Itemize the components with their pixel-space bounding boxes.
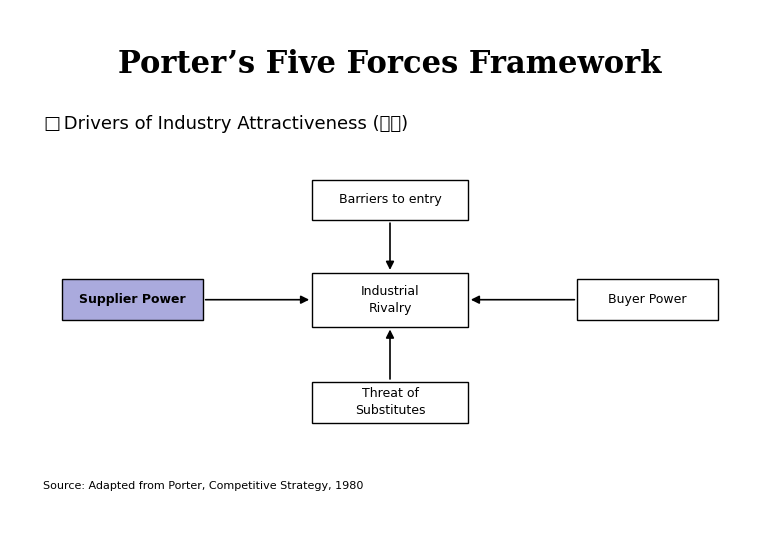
- Text: Drivers of Industry Attractiveness (계속): Drivers of Industry Attractiveness (계속): [58, 115, 409, 133]
- Text: Supplier Power: Supplier Power: [80, 293, 186, 306]
- FancyBboxPatch shape: [577, 280, 718, 320]
- Text: Industrial
Rivalry: Industrial Rivalry: [360, 285, 420, 315]
- FancyBboxPatch shape: [62, 280, 203, 320]
- Text: Barriers to entry: Barriers to entry: [339, 193, 441, 206]
- FancyBboxPatch shape: [312, 382, 468, 422]
- FancyBboxPatch shape: [312, 179, 468, 220]
- Text: Porter’s Five Forces Framework: Porter’s Five Forces Framework: [119, 49, 661, 80]
- Text: □: □: [43, 115, 60, 133]
- Text: Threat of
Substitutes: Threat of Substitutes: [355, 387, 425, 417]
- Text: Source: Adapted from Porter, Competitive Strategy, 1980: Source: Adapted from Porter, Competitive…: [43, 481, 363, 491]
- FancyBboxPatch shape: [312, 273, 468, 327]
- Text: Buyer Power: Buyer Power: [608, 293, 686, 306]
